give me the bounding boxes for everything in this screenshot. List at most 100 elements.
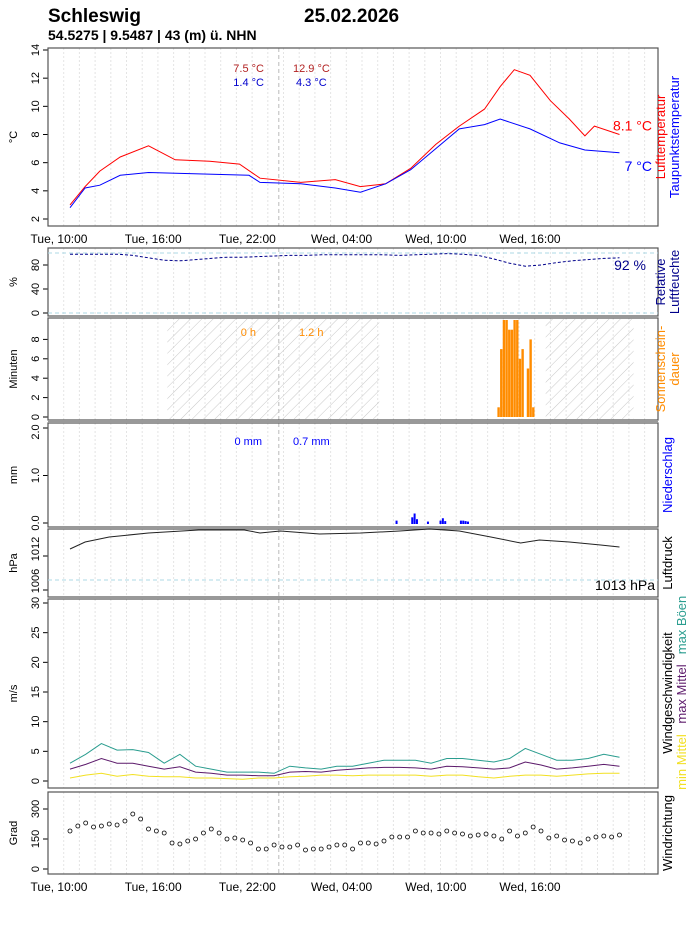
wind-direction-point	[617, 832, 622, 838]
y-tick-label: 1012	[30, 537, 42, 561]
dewpoint-end-label: 7 °C	[625, 158, 652, 174]
night-shading	[167, 319, 380, 419]
station-coordinates: 54.5275 | 9.5487 | 43 (m) ü. NHN	[48, 27, 257, 43]
panel-separator	[48, 597, 658, 599]
right-label-pressure: Luftdruck	[660, 536, 675, 590]
wind-direction-point	[428, 830, 434, 836]
x-tick-label: Wed, 10:00	[405, 880, 466, 894]
wind-direction-point	[522, 830, 528, 836]
y-axis-label: mm	[8, 466, 20, 484]
wind-direction-point	[216, 830, 222, 836]
wind-direction-point	[412, 828, 418, 834]
sunshine-bar	[510, 329, 514, 417]
wind-direction-point	[83, 820, 89, 826]
panel-separator	[48, 527, 658, 529]
precip-bar	[459, 520, 462, 524]
series-temperature-line	[69, 69, 620, 206]
wind-direction-point	[287, 844, 293, 850]
y-axis-label: %	[8, 277, 20, 287]
y-tick-label: 0	[30, 778, 42, 784]
wind-direction-point	[122, 818, 128, 824]
wind-direction-point	[279, 844, 285, 850]
wind-direction-point	[334, 842, 340, 848]
wind-direction-point	[577, 840, 583, 846]
wind-direction-point	[405, 834, 410, 840]
panel-separator	[48, 316, 658, 318]
y-tick-label: 12	[30, 72, 42, 84]
precip-bar	[395, 520, 398, 524]
y-tick-label: 14	[30, 44, 42, 56]
wind-direction-point	[389, 834, 395, 840]
right-label-sunshine: dauer	[667, 352, 682, 386]
panel-separator	[48, 420, 658, 423]
precip-bar	[426, 521, 429, 524]
y-tick-label: 300	[30, 800, 42, 818]
x-tick-label: Tue, 22:00	[219, 880, 276, 894]
right-label-precip: Niederschlag	[660, 437, 675, 513]
x-tick-label: Tue, 22:00	[219, 232, 276, 246]
wind-direction-point	[452, 830, 458, 836]
x-tick-label: Wed, 16:00	[499, 232, 560, 246]
sunshine-bar	[505, 320, 508, 417]
sunshine-bar	[518, 358, 522, 417]
y-tick-label: 20	[30, 656, 42, 668]
y-tick-label: 2.0	[30, 424, 42, 439]
y-tick-label: 0	[30, 414, 42, 420]
series-pressure-line	[69, 528, 620, 550]
y-tick-label: 4	[30, 188, 42, 194]
sunshine-bar	[500, 349, 503, 417]
x-tick-label: Tue, 16:00	[125, 880, 182, 894]
wind-direction-point	[193, 836, 198, 842]
sunshine-bar	[529, 339, 532, 417]
wind-direction-point	[161, 830, 167, 836]
y-tick-label: 2	[30, 216, 42, 222]
y-tick-label: 40	[30, 283, 42, 295]
wind-direction-point	[138, 816, 144, 822]
y-tick-label: 15	[30, 686, 42, 698]
prev-sunshine-total: 0 h	[241, 327, 256, 339]
wind-direction-point	[515, 833, 520, 839]
y-tick-label: 25	[30, 627, 42, 639]
wind-direction-point	[232, 835, 238, 841]
wind-direction-point	[499, 836, 505, 842]
x-tick-label: Tue, 10:00	[31, 880, 88, 894]
wind-direction-point	[114, 822, 120, 828]
wind-direction-point	[420, 830, 426, 836]
wind-direction-point	[130, 811, 136, 817]
wind-direction-point	[444, 828, 450, 834]
y-tick-label: 0.0	[30, 515, 42, 530]
wind-direction-point	[263, 846, 269, 852]
wind-direction-point	[177, 841, 183, 847]
wind-direction-point	[240, 837, 246, 843]
wind-direction-point	[397, 834, 403, 840]
wind-direction-point	[208, 826, 214, 832]
temperature-end-label: 8.1 °C	[613, 118, 652, 134]
y-tick-label: 80	[30, 259, 42, 271]
prev-precip-total: 0 mm	[235, 436, 263, 448]
wind-direction-point	[585, 836, 591, 842]
y-axis-label: hPa	[8, 552, 20, 572]
x-tick-label: Tue, 10:00	[31, 232, 88, 246]
y-axis-label: m/s	[8, 684, 20, 702]
series-dewpoint-line	[69, 118, 620, 209]
x-tick-label: Wed, 16:00	[499, 880, 560, 894]
wind-direction-point	[507, 828, 512, 834]
wind-direction-point	[562, 837, 567, 843]
night-shading	[545, 319, 634, 419]
right-label-direction: Windrichtung	[660, 795, 675, 871]
wind-direction-point	[365, 840, 371, 846]
series-wind-max-mean-line	[69, 757, 620, 777]
y-axis-label: Minuten	[8, 349, 20, 388]
cur-min-temp: 4.3 °C	[296, 77, 327, 89]
y-tick-label: 0	[30, 310, 42, 316]
panel-temp: 2 4 6 8 10 12 14 °C	[8, 44, 659, 227]
wind-direction-point	[554, 833, 560, 839]
wind-direction-point	[538, 828, 544, 834]
wind-direction-point	[169, 840, 175, 846]
right-label-temp: Taupunktstemperatur	[667, 75, 682, 198]
panel-wind: 0 5 10 15 20 25 30 m/s	[8, 597, 659, 789]
prev-min-temp: 1.4 °C	[233, 77, 264, 89]
wind-direction-point	[373, 841, 379, 847]
series-wind-min-mean-line	[69, 772, 620, 780]
